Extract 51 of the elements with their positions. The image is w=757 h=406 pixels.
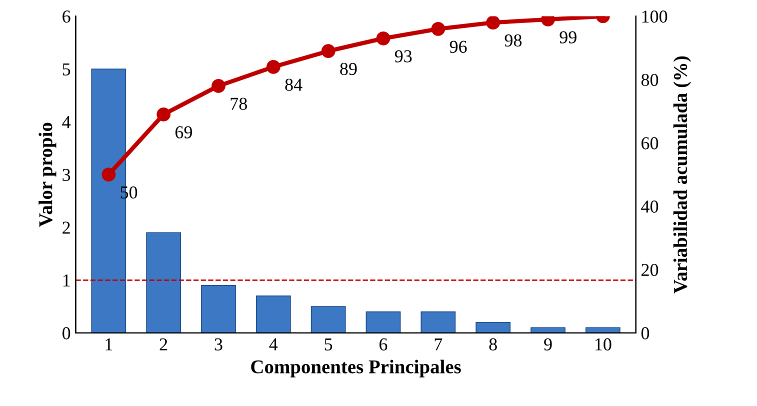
y-tick-label: 0 xyxy=(62,327,70,340)
y-tick-label: 6 xyxy=(62,10,70,23)
data-label: 93 xyxy=(394,50,412,62)
point xyxy=(156,107,171,122)
bar xyxy=(476,322,511,333)
x-tick-label: 1 xyxy=(106,338,112,350)
y-tick-label: 5 xyxy=(62,63,70,76)
bar xyxy=(585,327,620,333)
x-tick-label: 7 xyxy=(434,338,442,350)
x-tick-label: 6 xyxy=(380,338,388,350)
x-tick-label: 10 xyxy=(595,338,612,350)
y-tick-label: 4 xyxy=(62,116,71,128)
y2-tick-label: 40 xyxy=(641,200,658,213)
bar xyxy=(146,232,182,333)
y-axis-title: Valor propio xyxy=(38,122,56,227)
x-tick-label: 5 xyxy=(324,338,332,350)
y-tick-label: 1 xyxy=(63,274,70,286)
bar xyxy=(366,311,401,333)
bar xyxy=(530,327,566,333)
data-label: 84 xyxy=(285,78,302,91)
y2-axis-title: Variabilidad acumulada (%) xyxy=(673,56,692,294)
y2-tick-label: 0 xyxy=(641,327,650,340)
point xyxy=(321,44,336,58)
y2-tick-label: 20 xyxy=(642,264,658,276)
y2-tick-label: 80 xyxy=(641,74,658,86)
bar xyxy=(420,311,456,333)
x-axis-title: Componentes Principales xyxy=(251,360,461,378)
x-tick-label: 3 xyxy=(214,338,222,350)
x-tick-label: 2 xyxy=(160,338,168,350)
data-label: 96 xyxy=(450,40,467,53)
x-tick-label: 4 xyxy=(269,338,278,350)
bar xyxy=(201,285,236,333)
y-tick-label: 2 xyxy=(62,222,70,234)
bar xyxy=(310,306,346,333)
y-tick-label: 3 xyxy=(62,168,70,182)
data-label: 99 xyxy=(560,31,576,44)
data-label: 98 xyxy=(504,34,522,47)
point xyxy=(212,78,226,93)
x-tick-label: 8 xyxy=(489,338,497,350)
data-label: 78 xyxy=(230,98,247,110)
data-label: 89 xyxy=(340,62,357,76)
point xyxy=(102,168,116,182)
y2-tick-label: 100 xyxy=(642,10,668,23)
x-tick-label: 9 xyxy=(544,338,552,350)
bar xyxy=(256,296,291,333)
data-label: 69 xyxy=(175,126,192,138)
point xyxy=(486,16,500,30)
y2-tick-label: 60 xyxy=(642,137,658,150)
point xyxy=(376,31,390,46)
point xyxy=(431,22,446,36)
point xyxy=(266,60,280,74)
